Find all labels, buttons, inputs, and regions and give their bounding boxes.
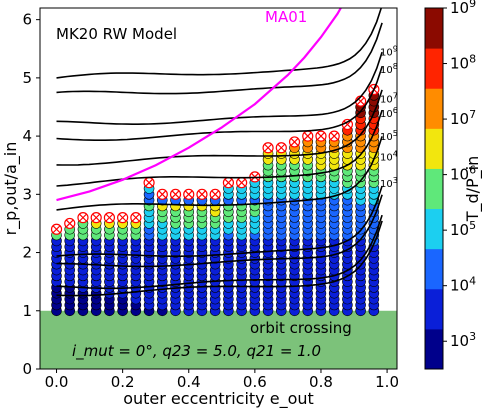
- y-tick-label: 1: [22, 302, 32, 320]
- y-axis-title: r_p,out/a_in: [1, 142, 21, 236]
- unstable-cross: [330, 132, 339, 141]
- unstable-cross: [290, 137, 299, 146]
- contour-line: [56, 214, 383, 290]
- colorbar-band: [425, 208, 443, 250]
- contour-label: 105: [380, 129, 398, 143]
- contour-line: [56, 22, 383, 95]
- contour-line: [56, 109, 383, 187]
- colorbar-band: [425, 48, 443, 89]
- orbit-crossing-label: orbit crossing: [250, 319, 352, 337]
- params-annotation: i_mut = 0°, q23 = 5.0, q21 = 1.0: [72, 342, 321, 361]
- x-tick-label: 0.4: [177, 373, 201, 391]
- unstable-cross: [317, 132, 325, 141]
- chart-title: MK20 RW Model: [56, 25, 177, 43]
- ma01-label: MA01: [265, 8, 307, 26]
- colorbar-band: [425, 168, 443, 210]
- y-tick-label: 0: [22, 360, 32, 378]
- colorbar-band: [425, 248, 443, 290]
- unstable-cross: [211, 190, 220, 199]
- y-tick-label: 5: [22, 69, 32, 87]
- unstable-cross: [237, 178, 246, 187]
- unstable-cross: [303, 132, 312, 141]
- colorbar-tick-label: 108: [450, 53, 476, 73]
- x-axis-title: outer eccentricity e_out: [123, 389, 314, 409]
- unstable-cross: [356, 97, 365, 106]
- contour-label: 106: [380, 106, 398, 120]
- x-tick-label: 0.8: [309, 373, 333, 391]
- points-layer: [50, 83, 380, 317]
- contour-line: [56, 185, 383, 257]
- colorbar-title: T_d/P_in: [463, 156, 483, 223]
- contour-label: 108: [380, 62, 398, 76]
- contour-line: [56, 220, 383, 297]
- unstable-cross: [343, 120, 352, 129]
- contour-layer: [56, 8, 383, 297]
- colorbar-tick-label: 104: [450, 275, 476, 295]
- unstable-cross: [224, 178, 233, 187]
- unstable-cross: [158, 190, 167, 199]
- colorbar-tick-label: 109: [450, 0, 476, 17]
- y-tick-label: 6: [22, 11, 32, 29]
- x-tick-label: 0.6: [243, 373, 267, 391]
- colorbar-band: [425, 288, 443, 330]
- unstable-cross: [145, 178, 154, 187]
- contour-line: [56, 194, 383, 268]
- unstable-cross: [65, 219, 74, 228]
- ma01-curve: [56, 8, 343, 202]
- unstable-cross: [264, 143, 273, 152]
- colorbar-tick-label: 103: [450, 330, 476, 350]
- unstable-cross: [105, 213, 114, 222]
- orbit-crossing-region: [40, 310, 397, 369]
- colorbar-band: [425, 8, 443, 49]
- unstable-cross: [277, 143, 286, 152]
- colorbar-band: [425, 88, 443, 129]
- unstable-cross: [118, 213, 127, 222]
- x-tick-label: 0.0: [45, 373, 69, 391]
- colorbar-band: [425, 328, 443, 370]
- colorbar-tick-label: 107: [450, 108, 476, 128]
- contour-line: [56, 136, 383, 211]
- contour-label: 104: [380, 150, 398, 164]
- unstable-cross: [92, 213, 101, 222]
- colorbar-band: [425, 128, 443, 169]
- unstable-cross: [184, 190, 193, 199]
- unstable-cross: [131, 213, 140, 222]
- contour-label: 109: [380, 45, 398, 59]
- plot-frame: [39, 7, 398, 370]
- x-tick-label: 1.0: [375, 373, 399, 391]
- y-tick-label: 2: [22, 244, 32, 262]
- contour-line: [56, 8, 383, 79]
- unstable-cross: [79, 213, 87, 222]
- x-tick-label: 0.2: [111, 373, 135, 391]
- contour-line: [56, 89, 383, 166]
- unstable-cross: [52, 225, 61, 234]
- contour-label: 103: [380, 176, 398, 190]
- contour-label: 107: [380, 91, 398, 105]
- y-tick-label: 4: [22, 127, 32, 145]
- contour-line: [56, 51, 383, 125]
- contour-line: [56, 66, 383, 141]
- unstable-cross: [198, 190, 206, 199]
- colorbar-frame: [424, 7, 444, 370]
- unstable-cross: [171, 190, 180, 199]
- y-tick-label: 3: [22, 185, 32, 203]
